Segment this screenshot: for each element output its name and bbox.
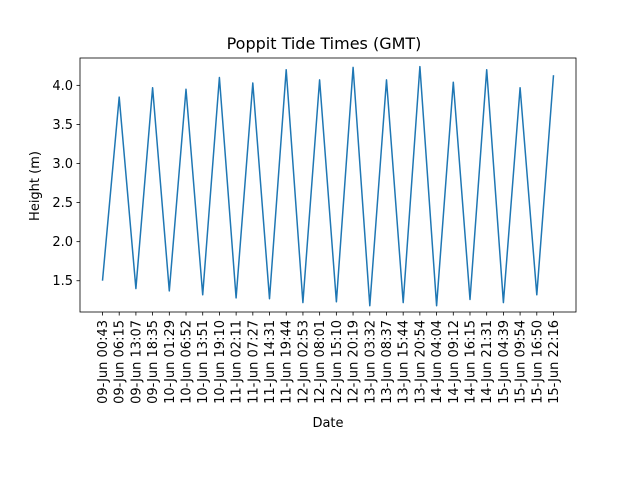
x-tick-label: 15-Jun 04:39 <box>497 320 512 404</box>
x-tick-label: 11-Jun 07:27 <box>246 320 261 404</box>
y-tick-label: 3.0 <box>52 157 73 172</box>
x-tick-label: 13-Jun 08:37 <box>380 320 395 404</box>
x-tick-label: 12-Jun 15:10 <box>330 320 345 404</box>
x-tick-label: 12-Jun 02:53 <box>296 320 311 404</box>
x-axis-label: Date <box>312 416 343 431</box>
x-tick-label: 10-Jun 13:51 <box>196 320 211 404</box>
x-tick-label: 12-Jun 20:19 <box>347 320 362 404</box>
x-tick-label: 10-Jun 06:52 <box>180 320 195 404</box>
x-tick-label: 12-Jun 08:01 <box>313 320 328 404</box>
x-tick-label: 15-Jun 22:16 <box>547 320 562 404</box>
y-tick-label: 2.0 <box>52 235 73 250</box>
x-tick-label: 11-Jun 02:11 <box>230 320 245 404</box>
chart-title: Poppit Tide Times (GMT) <box>227 34 422 53</box>
x-tick-label: 14-Jun 09:12 <box>447 320 462 404</box>
plot-frame <box>79 57 577 313</box>
y-tick-label: 3.5 <box>52 118 73 133</box>
y-axis-label: Height (m) <box>28 151 43 221</box>
series-line <box>101 65 555 307</box>
x-tick-label: 14-Jun 21:31 <box>480 320 495 404</box>
x-tick-label: 11-Jun 14:31 <box>263 320 278 404</box>
x-tick-label: 13-Jun 15:44 <box>397 320 412 404</box>
x-tick-label: 14-Jun 04:04 <box>430 320 445 404</box>
x-tick-label: 10-Jun 01:29 <box>163 320 178 404</box>
y-tick-label: 4.0 <box>52 79 73 94</box>
x-tick-label: 09-Jun 06:15 <box>113 320 128 404</box>
x-tick-label: 11-Jun 19:44 <box>280 320 295 404</box>
x-tick-label: 09-Jun 13:07 <box>129 320 144 404</box>
plot-area: 1.5 2.0 2.5 3.0 3.5 4.0 09-Jun 00:43 09-Jun 06:… <box>52 57 577 404</box>
x-tick-label: 15-Jun 09:54 <box>514 320 529 404</box>
x-tick-label: 13-Jun 20:54 <box>413 320 428 404</box>
x-tick-label: 13-Jun 03:32 <box>363 320 378 404</box>
x-tick-label: 09-Jun 00:43 <box>96 320 111 404</box>
x-tick-label: 15-Jun 16:50 <box>530 320 545 404</box>
x-tick-label: 09-Jun 18:35 <box>146 320 161 404</box>
y-tick-label: 2.5 <box>52 196 73 211</box>
x-tick-label: 10-Jun 19:10 <box>213 320 228 404</box>
x-tick-label: 14-Jun 16:15 <box>463 320 478 404</box>
y-tick-label: 1.5 <box>52 274 73 289</box>
